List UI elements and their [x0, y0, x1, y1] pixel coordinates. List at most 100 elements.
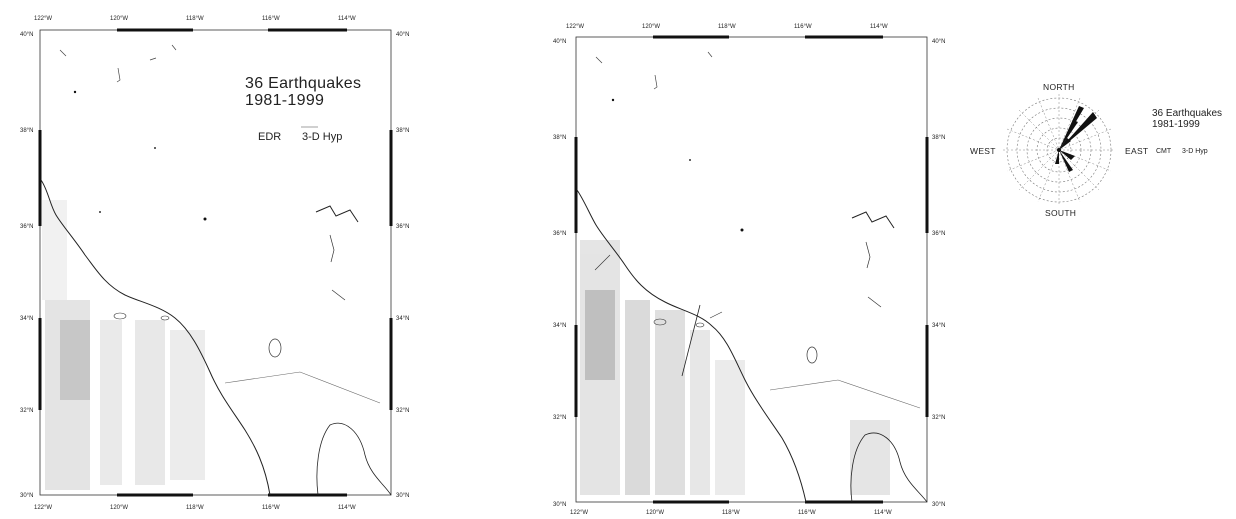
left-map-frame	[39, 29, 392, 496]
left-right-lat-label: 40°N	[396, 32, 409, 38]
right-feature	[865, 241, 871, 269]
right-fault-line	[681, 304, 701, 377]
left-top-lon-label: 118°W	[186, 16, 204, 22]
rose-south-label: SOUTH	[1045, 208, 1077, 218]
left-lat-label: 40°N	[20, 32, 33, 38]
left-feature	[171, 44, 177, 51]
right-right-lat-label: 36°N	[932, 231, 945, 237]
left-feature	[329, 234, 335, 263]
right-feature	[653, 74, 658, 90]
left-right-lat-label: 38°N	[396, 128, 409, 134]
right-right-lat-label: 40°N	[932, 39, 945, 45]
left-right-lat-label: 36°N	[396, 224, 409, 230]
left-feature	[149, 57, 157, 61]
right-feature	[709, 311, 723, 319]
left-legend-edr: EDR	[258, 131, 282, 143]
right-island	[806, 346, 818, 364]
right-top-lon-label: 122°W	[566, 24, 584, 30]
right-feature	[707, 51, 713, 58]
left-map-title-line1: 36 Earthquakes	[245, 75, 362, 92]
right-event-marker	[740, 228, 744, 232]
right-left-lat-label: 32°N	[553, 415, 566, 421]
left-event-marker	[154, 147, 156, 149]
right-top-lon-label: 116°W	[794, 24, 812, 30]
left-lat-label: 34°N	[20, 316, 33, 322]
right-top-lon-label: 118°W	[718, 24, 736, 30]
rose-title-line1: 36 Earthquakes	[1152, 108, 1223, 119]
rose-diagram	[1003, 94, 1115, 206]
left-island	[113, 312, 127, 320]
right-top-lon-label: 120°W	[642, 24, 660, 30]
left-legend-3d-hyp: 3-D Hyp	[302, 131, 343, 143]
left-event-marker	[73, 90, 77, 94]
left-event-marker	[203, 217, 207, 221]
left-bottom-lon-label: 118°W	[186, 505, 204, 511]
rose-title-line2: 1981-1999	[1152, 119, 1200, 130]
rose-legend-cmt: CMT	[1156, 148, 1172, 155]
left-feature	[116, 67, 121, 83]
right-bottom-lon-label: 114°W	[874, 510, 892, 516]
right-bottom-lon-label: 120°W	[646, 510, 664, 516]
left-top-lon-label: 122°W	[34, 16, 52, 22]
right-bottom-lon-label: 122°W	[570, 510, 588, 516]
right-left-lat-label: 34°N	[553, 323, 566, 329]
right-island	[653, 318, 667, 326]
rose-east-label: EAST	[1125, 146, 1149, 156]
right-bottom-lon-label: 116°W	[798, 510, 816, 516]
left-right-lat-label: 34°N	[396, 316, 409, 322]
right-border-line	[769, 379, 921, 409]
rose-west-label: WEST	[970, 146, 996, 156]
left-top-lon-label: 116°W	[262, 16, 280, 22]
right-right-lat-label: 30°N	[932, 502, 945, 508]
right-left-lat-label: 30°N	[553, 502, 566, 508]
left-feature	[59, 49, 67, 57]
left-right-lat-label: 30°N	[396, 493, 409, 499]
right-event-marker	[611, 98, 615, 102]
left-top-lon-label: 114°W	[338, 16, 356, 22]
right-lake	[851, 211, 895, 229]
right-top-lon-label: 114°W	[870, 24, 888, 30]
right-feature	[595, 56, 603, 64]
left-coastline	[40, 179, 271, 496]
left-lat-label: 38°N	[20, 128, 33, 134]
left-bottom-lon-label: 120°W	[110, 505, 128, 511]
rose-north-label: NORTH	[1043, 82, 1075, 92]
left-map-title-line2: 1981-1999	[245, 92, 325, 109]
left-lat-label: 30°N	[20, 493, 33, 499]
left-island	[268, 338, 282, 358]
right-event-marker	[689, 159, 691, 161]
rose-legend-3d-hyp: 3-D Hyp	[1182, 148, 1208, 155]
right-right-lat-label: 34°N	[932, 323, 945, 329]
rose-petals	[1055, 106, 1097, 172]
left-feature	[331, 289, 346, 301]
right-right-lat-label: 32°N	[932, 415, 945, 421]
right-bottom-lon-label: 118°W	[722, 510, 740, 516]
left-right-lat-label: 32°N	[396, 408, 409, 414]
right-island	[695, 322, 705, 328]
right-map: 122°W 120°W 118°W 116°W 114°W 122°W 120°…	[553, 24, 945, 516]
left-lat-label: 36°N	[20, 224, 33, 230]
left-bottom-lon-label: 122°W	[34, 505, 52, 511]
right-feature	[594, 254, 611, 271]
right-gulf-coast	[850, 432, 928, 503]
right-seismicity-shading	[580, 240, 890, 495]
left-island	[160, 315, 170, 321]
left-gulf-coast	[316, 422, 392, 496]
left-lake	[315, 205, 359, 223]
right-left-lat-label: 36°N	[553, 231, 566, 237]
left-seismicity-shading	[42, 200, 205, 490]
left-lat-label: 32°N	[20, 408, 33, 414]
right-right-lat-label: 38°N	[932, 135, 945, 141]
left-bottom-lon-label: 116°W	[262, 505, 280, 511]
left-map: 122°W 120°W 118°W 116°W 114°W 122°W 120°…	[20, 16, 409, 511]
right-left-lat-label: 40°N	[553, 39, 566, 45]
left-top-lon-label: 120°W	[110, 16, 128, 22]
left-border-line	[224, 371, 381, 404]
left-bottom-lon-label: 114°W	[338, 505, 356, 511]
right-coastline	[576, 189, 807, 503]
right-left-lat-label: 38°N	[553, 135, 566, 141]
right-feature	[867, 296, 882, 308]
left-event-marker	[99, 211, 101, 213]
right-map-frame	[575, 36, 928, 503]
